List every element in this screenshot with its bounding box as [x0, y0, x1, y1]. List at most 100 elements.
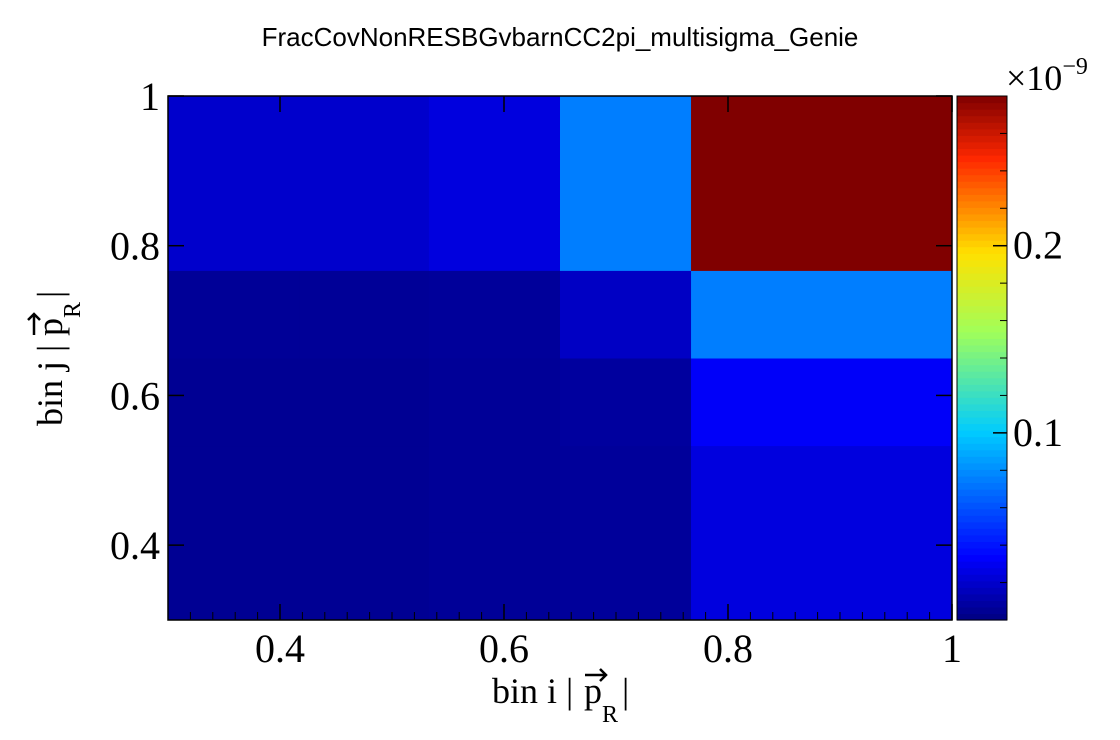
x-axis-label-close: | [622, 671, 629, 711]
colorbar-segment [957, 227, 1007, 235]
colorbar-segment [957, 423, 1007, 431]
heatmap-cell [299, 445, 430, 533]
colorbar-segment [957, 344, 1007, 353]
colorbar-segment [957, 495, 1007, 503]
colorbar-segment [957, 96, 1007, 104]
heatmap-cell [691, 96, 953, 271]
colorbar-segment [957, 449, 1007, 457]
colorbar-ticks: 0.1 0.2 [993, 95, 1063, 584]
colorbar-tick-label: 0.1 [1013, 410, 1063, 455]
colorbar-exponent-label: ×10−9 [1006, 54, 1088, 98]
colorbar-segment [957, 508, 1007, 516]
colorbar-segment [957, 436, 1007, 444]
colorbar-segment [957, 469, 1007, 477]
colorbar-segment [957, 305, 1007, 313]
colorbar-segment [957, 554, 1007, 562]
colorbar-segment [957, 115, 1007, 123]
colorbar-segment [957, 613, 1007, 621]
colorbar-segment [957, 515, 1007, 523]
colorbar-segment [957, 135, 1007, 143]
y-axis-label-variable: p [30, 318, 70, 336]
colorbar-segment [957, 331, 1007, 339]
chart-title: FracCovNonRESBGvbarnCC2pi_multisigma_Gen… [262, 22, 859, 52]
x-axis-label-prefix: bin i | [492, 671, 573, 711]
heatmap-cell [560, 358, 692, 447]
colorbar-segment [957, 207, 1007, 215]
colorbar-segment [957, 279, 1007, 287]
exponent-prefix: ×10 [1006, 58, 1062, 98]
colorbar-segment [957, 489, 1007, 497]
colorbar-segment [957, 240, 1007, 248]
colorbar-segment [957, 148, 1007, 156]
colorbar-segment [957, 403, 1007, 411]
colorbar-segment [957, 213, 1007, 222]
colorbar-segment [957, 443, 1007, 451]
colorbar-segment [957, 364, 1007, 372]
colorbar [956, 95, 1008, 621]
colorbar-segment [957, 567, 1007, 575]
colorbar-segment [957, 462, 1007, 470]
y-axis-label-prefix: bin j | [30, 345, 70, 426]
heatmap-cell [428, 358, 561, 447]
colorbar-segment [957, 168, 1007, 176]
colorbar-segment [957, 416, 1007, 425]
y-axis-label-close: | [30, 291, 70, 298]
heatmap-cell [299, 532, 430, 621]
x-tick-label: 0.6 [479, 626, 529, 671]
heatmap-cell [691, 270, 953, 359]
colorbar-segment [957, 259, 1007, 267]
colorbar-segment [957, 233, 1007, 241]
colorbar-segment [957, 194, 1007, 202]
y-axis-label: bin j | p R | [27, 291, 86, 426]
plot-frame [167, 95, 953, 621]
colorbar-segment [957, 266, 1007, 274]
colorbar-segment [957, 430, 1007, 438]
heatmap-cell [428, 532, 561, 621]
colorbar-segment [957, 475, 1007, 484]
colorbar-segment [957, 187, 1007, 195]
colorbar-segment [957, 253, 1007, 261]
x-tick-label: 0.8 [703, 626, 753, 671]
heatmap-cell [168, 358, 300, 447]
colorbar-segment [957, 482, 1007, 490]
colorbar-segment [957, 220, 1007, 228]
x-axis-label-subscript: R [602, 702, 618, 728]
colorbar-segment [957, 528, 1007, 536]
heatmap-cell [560, 445, 692, 533]
y-axis-label-subscript: R [60, 302, 86, 318]
colorbar-segment [957, 141, 1007, 149]
vector-arrow-icon [27, 312, 41, 335]
colorbar-segment [957, 325, 1007, 333]
colorbar-segment [957, 161, 1007, 169]
colorbar-segment [957, 534, 1007, 542]
colorbar-segment [957, 109, 1007, 117]
colorbar-segment [957, 181, 1007, 189]
x-tick-label: 1 [942, 626, 962, 671]
heatmap-cell [691, 358, 953, 447]
heatmap-cell [168, 270, 300, 359]
y-tick-label: 0.8 [110, 224, 160, 269]
colorbar-segment [957, 272, 1007, 280]
colorbar-segment [957, 561, 1007, 569]
heatmap-cell [168, 532, 300, 621]
heatmap-cell [428, 270, 561, 359]
colorbar-segment [957, 547, 1007, 556]
heatmap-cell [299, 358, 430, 447]
colorbar-segment [957, 502, 1007, 510]
heatmap-cells [168, 96, 953, 621]
colorbar-segment [957, 154, 1007, 163]
colorbar-segment [957, 600, 1007, 608]
colorbar-segment [957, 338, 1007, 346]
colorbar-segment [957, 174, 1007, 182]
colorbar-segment [957, 593, 1007, 601]
colorbar-segment [957, 358, 1007, 366]
colorbar-tick-label: 0.2 [1013, 223, 1063, 268]
vector-arrow-icon [585, 668, 608, 682]
colorbar-segment [957, 371, 1007, 379]
heatmap-cell [428, 96, 561, 271]
colorbar-segment [957, 456, 1007, 464]
colorbar-segment [957, 318, 1007, 326]
colorbar-segment [957, 102, 1007, 110]
colorbar-segment [957, 521, 1007, 529]
colorbar-segment [957, 574, 1007, 582]
